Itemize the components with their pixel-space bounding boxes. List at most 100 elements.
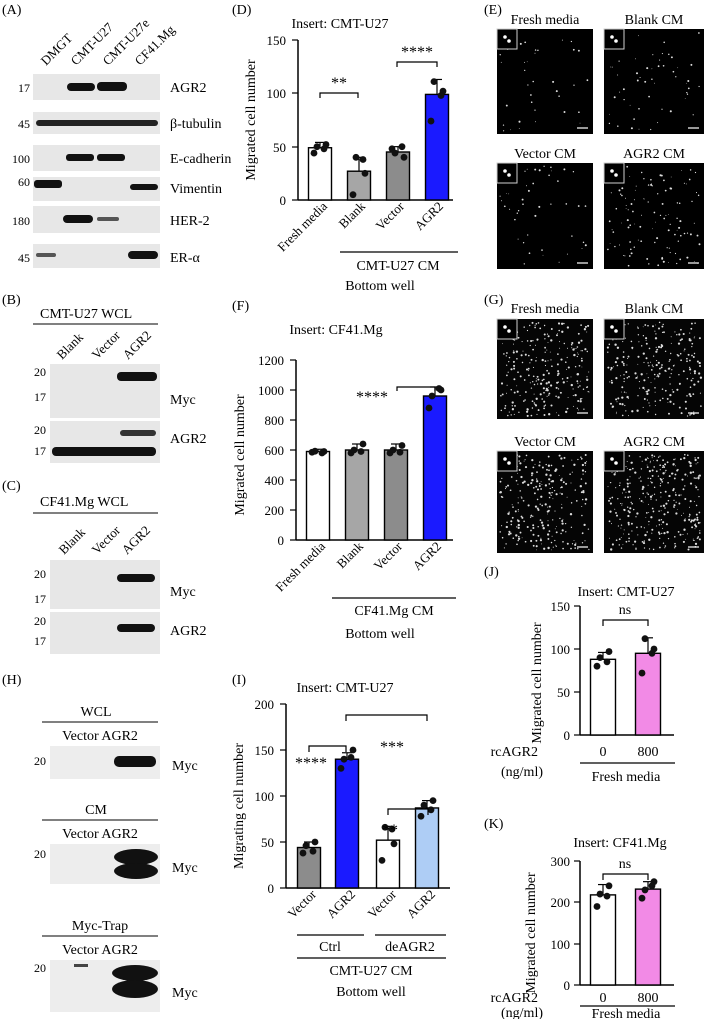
cell-speck	[508, 360, 510, 363]
cell-speck	[537, 534, 540, 537]
data-point	[318, 449, 326, 457]
data-point	[425, 404, 433, 412]
cell-speck	[621, 194, 623, 197]
cell-speck	[510, 129, 512, 131]
cell-speck	[575, 542, 577, 544]
cell-speck	[547, 372, 550, 375]
cell-speck	[625, 371, 628, 373]
cell-speck	[579, 380, 581, 382]
cell-speck	[618, 244, 621, 246]
cell-speck	[694, 518, 696, 520]
cell-speck	[698, 243, 701, 246]
cell-speck	[639, 76, 641, 79]
cell-speck	[658, 372, 661, 375]
cell-speck	[557, 414, 560, 417]
cell-speck	[576, 380, 579, 383]
cell-speck	[690, 63, 693, 66]
cell-speck	[696, 234, 699, 237]
cell-speck	[539, 327, 542, 330]
cell-speck	[635, 185, 637, 187]
cell-speck	[646, 492, 648, 494]
cell-speck	[535, 485, 538, 488]
cell-speck	[642, 542, 646, 545]
cell-speck	[526, 329, 529, 332]
cell-speck	[693, 352, 696, 355]
cell-speck	[699, 530, 701, 532]
cell-speck	[566, 407, 569, 410]
cell-speck	[586, 79, 589, 82]
cell-speck	[693, 411, 695, 413]
cell-speck	[676, 509, 678, 510]
inset-cell	[503, 457, 507, 461]
cell-speck	[628, 540, 630, 542]
cell-speck	[617, 74, 619, 76]
cell-speck	[630, 252, 633, 255]
panel-f-label: (F)	[232, 299, 249, 314]
cell-speck	[689, 332, 691, 334]
cell-speck	[637, 327, 639, 329]
image-label: Fresh media	[511, 13, 581, 28]
cell-speck	[577, 409, 579, 411]
data-point	[648, 882, 656, 890]
cell-speck	[626, 377, 629, 379]
cell-speck	[513, 350, 515, 352]
cell-speck	[558, 322, 560, 325]
cell-speck	[664, 545, 667, 547]
cell-speck	[552, 498, 554, 500]
cell-speck	[608, 520, 611, 523]
cell-speck	[627, 514, 630, 518]
x-tick-label: AGR2	[404, 887, 439, 922]
cell-speck	[688, 506, 691, 508]
cell-speck	[555, 545, 557, 547]
inset-box	[603, 162, 625, 184]
cell-speck	[524, 61, 526, 63]
cell-speck	[540, 495, 543, 498]
panel-c: (C) CF41.Mg WCL Blank Vector AGR2 20 17 …	[2, 479, 207, 654]
data-point	[309, 847, 317, 855]
cell-speck	[547, 520, 549, 522]
cell-speck	[516, 543, 518, 546]
cell-speck	[551, 480, 555, 483]
data-point	[359, 156, 367, 163]
cell-speck	[520, 496, 522, 498]
cell-speck	[584, 471, 587, 473]
cell-speck	[534, 505, 538, 508]
cell-speck	[689, 386, 692, 388]
cell-speck	[626, 482, 628, 484]
cell-speck	[643, 527, 645, 529]
cell-speck	[537, 525, 539, 528]
bar	[375, 839, 401, 889]
data-point	[593, 662, 601, 670]
cell-speck	[586, 378, 589, 381]
cell-speck	[656, 360, 658, 362]
cell-speck	[670, 56, 673, 59]
cell-speck	[652, 548, 655, 551]
cell-speck	[646, 466, 649, 468]
section-lanes: Vector AGR2	[62, 827, 138, 842]
cell-speck	[559, 347, 561, 349]
cell-speck	[693, 539, 695, 542]
lane-label: AGR2	[119, 523, 154, 558]
cell-speck	[643, 540, 645, 542]
cell-speck	[580, 350, 582, 352]
cell-speck	[657, 264, 660, 267]
cell-speck	[658, 532, 661, 535]
cell-speck	[673, 364, 675, 366]
cell-speck	[657, 345, 661, 349]
cell-speck	[646, 399, 648, 401]
cell-speck	[566, 347, 569, 349]
cell-speck	[655, 324, 657, 326]
cell-speck	[616, 357, 619, 360]
cell-speck	[642, 335, 645, 337]
insert-label: Insert: CMT-U27	[291, 17, 388, 32]
cell-speck	[645, 339, 647, 341]
cell-speck	[620, 547, 623, 549]
cell-speck	[569, 513, 573, 516]
cell-speck	[680, 234, 682, 237]
cell-speck	[640, 240, 643, 243]
cell-speck	[515, 350, 519, 353]
cell-speck	[633, 118, 635, 120]
cell-speck	[645, 357, 648, 360]
cell-speck	[512, 537, 515, 540]
